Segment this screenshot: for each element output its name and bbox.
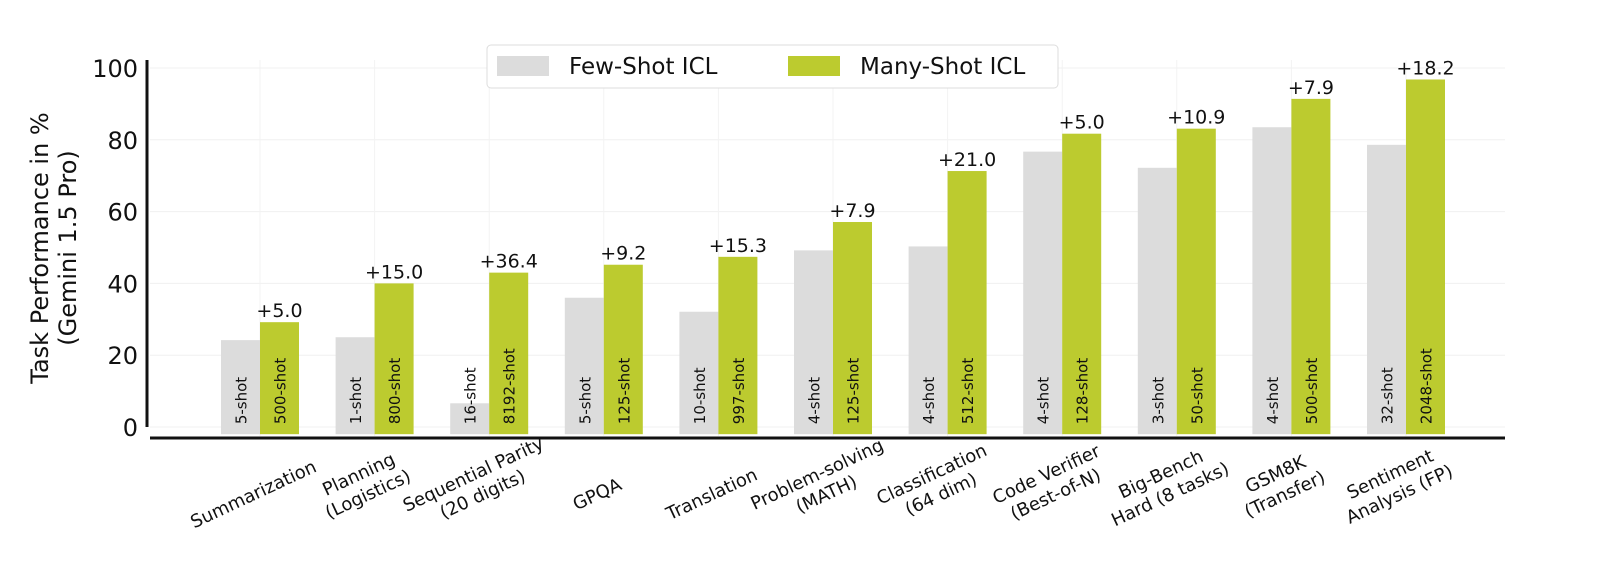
x-tick-label: Big-BenchHard (8 tasks)	[1099, 438, 1233, 531]
y-tick-label: 0	[123, 414, 138, 442]
x-tick-label: Problem-solving(MATH)	[748, 435, 897, 535]
bar-many-shot	[489, 272, 529, 435]
bar-shot-label: 500-shot	[272, 358, 290, 425]
gain-annotation: +5.0	[1059, 112, 1105, 134]
bar-shot-label: 4-shot	[806, 377, 824, 424]
gain-annotation: +10.9	[1167, 107, 1225, 129]
x-tick-label: Code Verifier(Best-of-N)	[989, 440, 1113, 528]
gain-annotation: +9.2	[600, 243, 646, 265]
bar-shot-label: 4-shot	[1035, 377, 1053, 424]
x-tick-label-line: Summarization	[187, 456, 319, 533]
bar-few-shot	[564, 297, 604, 435]
bar-many-shot	[260, 322, 299, 435]
legend-swatch	[497, 56, 549, 76]
bar-few-shot	[1023, 151, 1063, 435]
bar-shot-label: 128-shot	[1074, 358, 1092, 425]
x-tick-label: GSM8K(Transfer)	[1232, 447, 1329, 523]
x-tick-label: Planning(Logistics)	[313, 446, 414, 524]
bar-many-shot	[1291, 98, 1331, 435]
bar-many-shot	[718, 256, 758, 435]
x-tick-label: Translation	[662, 464, 761, 525]
gain-annotation: +15.3	[709, 235, 767, 257]
bar-many-shot	[1176, 128, 1216, 435]
x-tick-label-line: GPQA	[570, 474, 626, 515]
bar-many-shot	[1406, 79, 1445, 435]
bar-many-shot	[374, 283, 414, 435]
gain-annotation: +7.9	[1288, 77, 1334, 99]
bar-many-shot	[833, 222, 872, 435]
x-tick-label: GPQA	[570, 474, 626, 515]
y-tick-label: 20	[107, 342, 138, 370]
y-tick-label: 80	[107, 127, 138, 155]
gain-annotation: +18.2	[1396, 57, 1454, 79]
bar-few-shot	[1137, 167, 1177, 435]
gain-annotation: +15.0	[365, 261, 423, 283]
x-tick-label: Sequential Parity(20 digits)	[400, 433, 557, 537]
bar-shot-label: 50-shot	[1188, 367, 1206, 424]
bars: 5-shot 500-shot +5.0 1-shot 800-shot +15.0 16-…	[221, 57, 1455, 435]
bar-many-shot	[947, 171, 987, 435]
bar-shot-label: 10-shot	[691, 367, 709, 424]
bar-shot-label: 4-shot	[1264, 377, 1282, 424]
y-axis-label-line: Task Performance in %	[26, 112, 54, 384]
bar-shot-label: 125-shot	[615, 358, 633, 425]
bar-shot-label: 500-shot	[1303, 358, 1321, 425]
y-tick-label: 100	[92, 55, 138, 83]
bar-few-shot	[679, 311, 719, 435]
gain-annotation: +21.0	[938, 149, 996, 171]
legend-swatch	[788, 56, 840, 76]
legend-label: Many-Shot ICL	[860, 54, 1025, 80]
bar-shot-label: 3-shot	[1149, 377, 1167, 424]
x-tick-label-line: Translation	[662, 464, 761, 525]
bar-shot-label: 32-shot	[1379, 367, 1397, 424]
y-axis-label-line: (Gemini 1.5 Pro)	[54, 150, 82, 346]
y-axis-label: Task Performance in %(Gemini 1.5 Pro)	[26, 112, 82, 384]
bar-shot-label: 1-shot	[347, 377, 365, 424]
y-tick-label: 40	[107, 270, 138, 298]
bar-shot-label: 8192-shot	[501, 348, 519, 424]
bar-shot-label: 125-shot	[845, 358, 863, 425]
bar-few-shot	[221, 340, 260, 435]
x-tick-label: Classification(64 dim)	[873, 440, 999, 529]
bar-few-shot	[794, 250, 833, 435]
bar-few-shot	[335, 337, 375, 435]
bar-few-shot	[1252, 127, 1292, 435]
gain-annotation: +36.4	[480, 251, 538, 273]
bar-few-shot	[1367, 144, 1406, 435]
bar-shot-label: 4-shot	[920, 377, 938, 424]
legend-label: Few-Shot ICL	[569, 54, 718, 80]
x-tick-label: Summarization	[187, 456, 319, 533]
bar-shot-label: 5-shot	[233, 377, 251, 424]
legend: Few-Shot ICL Many-Shot ICL	[486, 44, 1059, 89]
bar-few-shot	[450, 403, 490, 435]
bar-shot-label: 2048-shot	[1418, 348, 1436, 424]
y-tick-label: 60	[107, 199, 138, 227]
bar-many-shot	[1062, 133, 1102, 435]
bar-many-shot	[603, 264, 643, 435]
bar-few-shot	[908, 246, 948, 435]
bar-shot-label: 997-shot	[730, 358, 748, 425]
legend-box	[486, 44, 1059, 89]
gain-annotation: +7.9	[829, 200, 875, 222]
bar-shot-label: 5-shot	[576, 377, 594, 424]
x-tick-label: SentimentAnalysis (FP)	[1334, 441, 1457, 529]
bar-shot-label: 16-shot	[462, 367, 480, 424]
bar-shot-label: 512-shot	[959, 358, 977, 425]
bar-shot-label: 800-shot	[386, 358, 404, 425]
gain-annotation: +5.0	[256, 300, 302, 322]
